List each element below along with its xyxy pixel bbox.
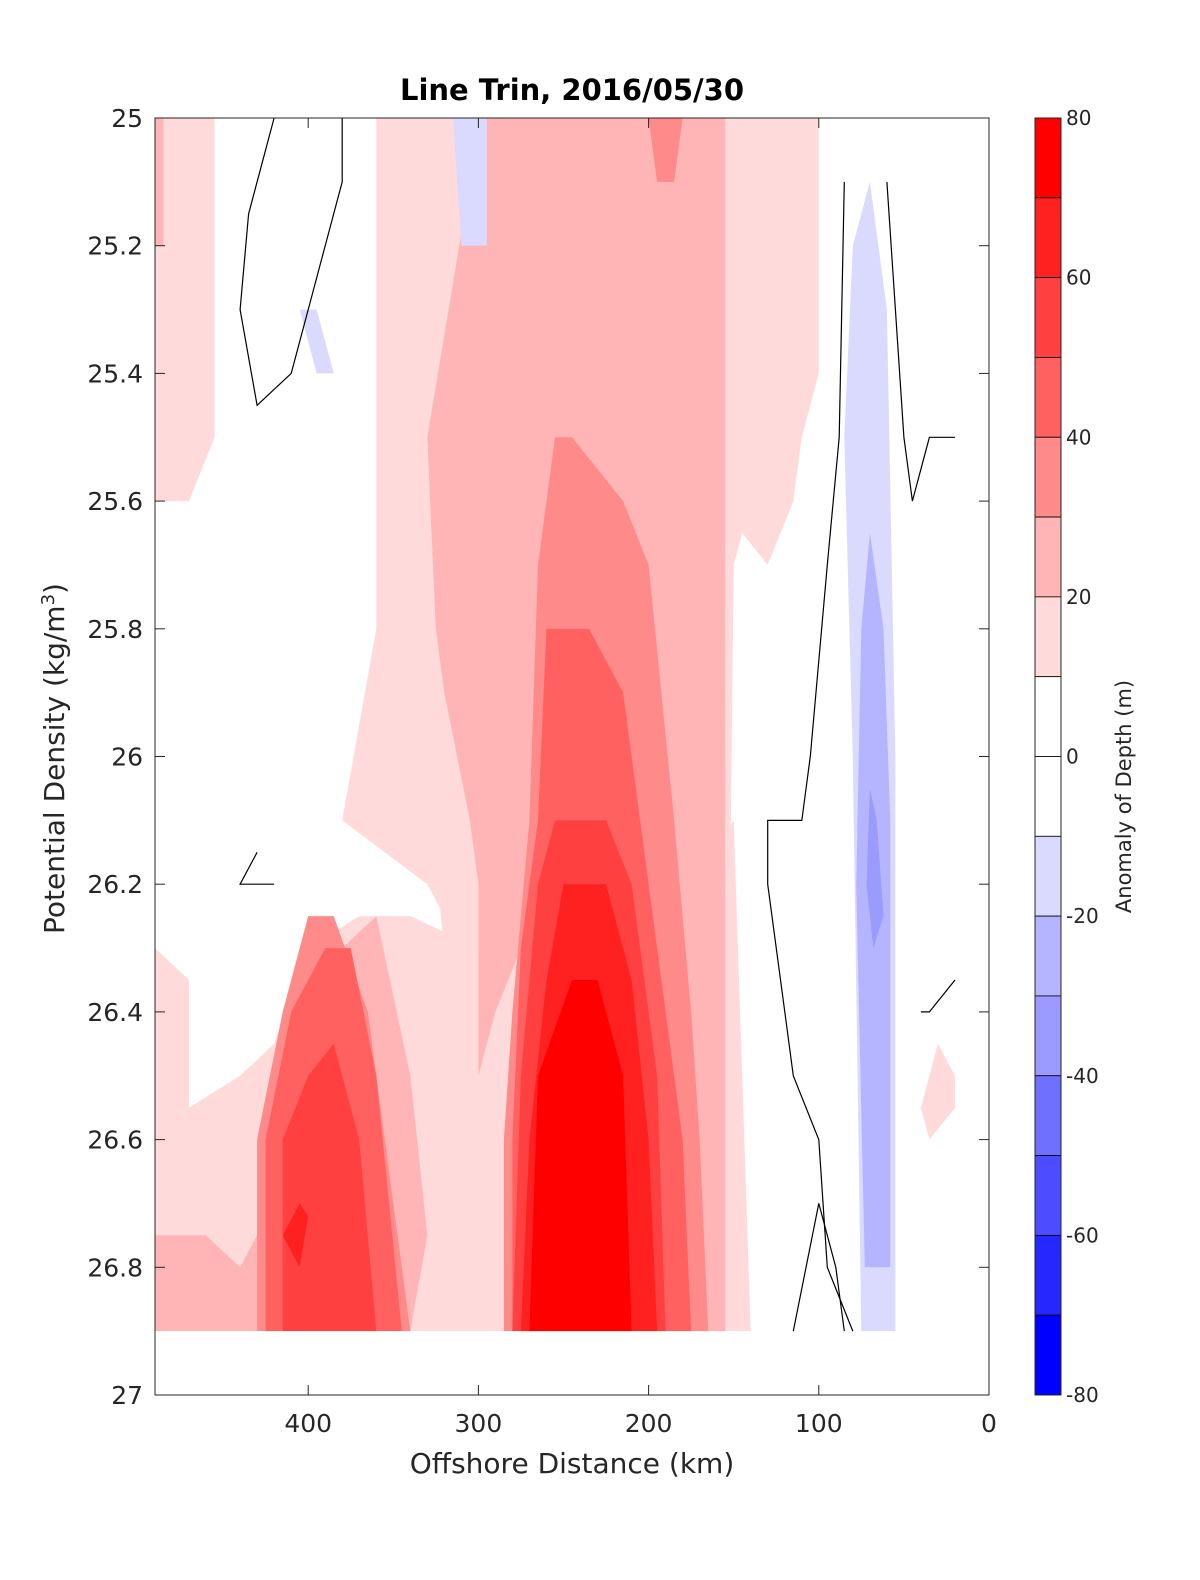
colorbar-band	[1034, 1075, 1062, 1156]
y-tick-label: 26	[111, 743, 143, 772]
colorbar-band	[1034, 596, 1062, 678]
colorbar-band	[1034, 1155, 1062, 1236]
colorbar-tick-label: 0	[1066, 745, 1079, 769]
colorbar-band	[1034, 676, 1062, 757]
contour-region-17-level-60	[282, 1203, 309, 1268]
colorbar-band	[1034, 995, 1062, 1077]
y-tick-label: 27	[111, 1381, 143, 1410]
contour-region-19-level-neg10	[452, 118, 487, 246]
y-tick-label: 26.4	[87, 998, 143, 1027]
y-tick-label: 26.8	[87, 1253, 143, 1282]
zero-contour-line-3	[886, 181, 955, 502]
contour-region-5-level-10	[920, 1043, 955, 1140]
zero-contour-line-1	[239, 852, 275, 885]
y-tick-label: 25	[111, 104, 143, 133]
x-tick-label: 400	[284, 1409, 332, 1438]
contour-region-0-level-10	[155, 118, 215, 502]
x-tick-label: 100	[795, 1409, 843, 1438]
colorbar-tick-label: 20	[1066, 585, 1091, 609]
y-tick-label: 25.2	[87, 232, 143, 261]
chart-title: Line Trin, 2016/05/30	[400, 73, 744, 107]
colorbar-tick-label: 60	[1066, 266, 1091, 290]
y-tick-label: 25.4	[87, 359, 143, 388]
colorbar: 80 60 40 20 0 -20 -40 -60 -80	[1034, 106, 1099, 1407]
contour-region-20-level-neg10	[299, 309, 334, 374]
colorbar-band	[1034, 1234, 1062, 1316]
x-tick-label: 0	[981, 1409, 997, 1438]
x-tick-label: 200	[625, 1409, 673, 1438]
colorbar-band	[1034, 915, 1062, 997]
zero-contour-line-0	[239, 117, 343, 407]
x-axis: 400 300 200 100 0	[284, 118, 997, 1438]
colorbar-label: Anomaly of Depth (m)	[1112, 680, 1136, 913]
y-tick-label: 26.2	[87, 870, 143, 899]
colorbar-band	[1034, 756, 1062, 837]
colorbar-band	[1034, 835, 1062, 917]
colorbar-tick-label: -80	[1066, 1383, 1099, 1407]
y-axis: 25 25.2 25.4 25.6 25.8 26 26.2 26.4 26.6 26.8 27	[87, 104, 989, 1410]
x-axis-label: Offshore Distance (km)	[410, 1447, 735, 1480]
zero-contour-line-5	[792, 1203, 845, 1332]
contour-region-15-level-50	[282, 1043, 377, 1332]
y-tick-label: 26.6	[87, 1126, 143, 1155]
contour-region-4-level-10	[716, 118, 819, 1332]
zero-contour-layer	[239, 117, 956, 1332]
colorbar-tick-label: -20	[1066, 904, 1099, 928]
colorbar-band	[1034, 436, 1062, 518]
colorbar-tick-label: -40	[1066, 1064, 1099, 1088]
contour-fill-layer	[155, 118, 955, 1332]
y-axis-label: Potential Density (kg/m3)	[38, 583, 72, 934]
colorbar-band	[1034, 117, 1062, 199]
colorbar-tick-label: 40	[1066, 425, 1091, 449]
contour-region-6-level-20	[155, 118, 164, 246]
colorbar-band	[1034, 516, 1062, 598]
contour-region-23-level-neg30	[866, 788, 884, 949]
colorbar-band	[1034, 277, 1062, 358]
colorbar-tick-label: -60	[1066, 1223, 1099, 1247]
x-tick-label: 300	[455, 1409, 503, 1438]
colorbar-band	[1034, 197, 1062, 279]
colorbar-tick-label: 80	[1066, 106, 1091, 130]
colorbar-band	[1034, 357, 1062, 438]
zero-contour-line-4	[920, 979, 956, 1013]
contour-region-18-level-70	[529, 980, 632, 1332]
y-tick-label: 25.6	[87, 487, 143, 516]
colorbar-frame	[1034, 117, 1062, 1396]
contour-region-9-level-30	[648, 118, 683, 182]
y-tick-label: 25.8	[87, 615, 143, 644]
colorbar-band	[1034, 1314, 1062, 1396]
zero-contour-line-2	[767, 181, 854, 1332]
